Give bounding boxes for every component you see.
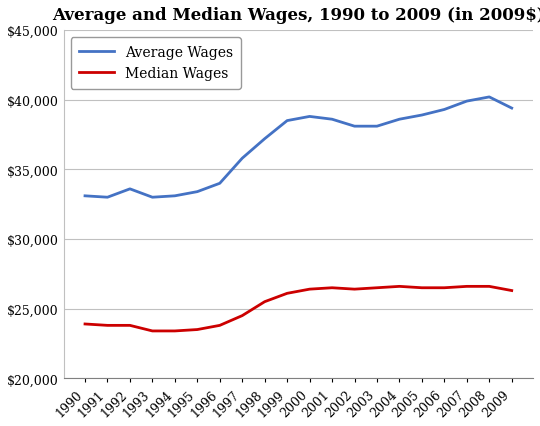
Median Wages <box>374 285 380 291</box>
Line: Median Wages: Median Wages <box>85 287 512 331</box>
Average Wages <box>127 187 133 192</box>
Median Wages <box>104 323 111 328</box>
Average Wages <box>441 108 448 113</box>
Average Wages <box>374 124 380 130</box>
Median Wages <box>149 328 156 334</box>
Median Wages <box>352 287 358 292</box>
Median Wages <box>217 323 223 328</box>
Average Wages <box>172 194 178 199</box>
Median Wages <box>172 328 178 334</box>
Average Wages <box>239 156 246 161</box>
Average Wages <box>306 115 313 120</box>
Average Wages <box>329 118 335 123</box>
Average Wages <box>463 99 470 104</box>
Legend: Average Wages, Median Wages: Average Wages, Median Wages <box>71 38 241 89</box>
Median Wages <box>463 284 470 289</box>
Average Wages <box>217 181 223 187</box>
Average Wages <box>149 195 156 200</box>
Median Wages <box>284 291 291 296</box>
Median Wages <box>306 287 313 292</box>
Median Wages <box>127 323 133 328</box>
Average Wages <box>486 95 492 100</box>
Average Wages <box>261 137 268 142</box>
Median Wages <box>329 285 335 291</box>
Title: Average and Median Wages, 1990 to 2009 (in 2009$): Average and Median Wages, 1990 to 2009 (… <box>52 7 540 24</box>
Median Wages <box>261 299 268 305</box>
Average Wages <box>352 124 358 130</box>
Line: Average Wages: Average Wages <box>85 98 512 198</box>
Average Wages <box>194 190 200 195</box>
Average Wages <box>509 106 515 111</box>
Median Wages <box>82 322 88 327</box>
Average Wages <box>82 194 88 199</box>
Average Wages <box>418 113 425 118</box>
Median Wages <box>486 284 492 289</box>
Median Wages <box>239 313 246 318</box>
Median Wages <box>441 285 448 291</box>
Median Wages <box>418 285 425 291</box>
Average Wages <box>284 119 291 124</box>
Average Wages <box>104 195 111 200</box>
Median Wages <box>509 288 515 294</box>
Median Wages <box>194 327 200 332</box>
Average Wages <box>396 118 403 123</box>
Median Wages <box>396 284 403 289</box>
